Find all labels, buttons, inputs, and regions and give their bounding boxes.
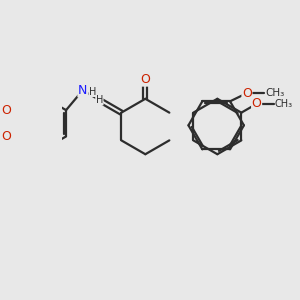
Text: H: H bbox=[89, 86, 96, 97]
Text: CH₃: CH₃ bbox=[265, 88, 284, 98]
Text: O: O bbox=[1, 103, 11, 117]
Text: H: H bbox=[96, 95, 103, 105]
Text: O: O bbox=[1, 130, 11, 143]
Text: O: O bbox=[252, 97, 262, 110]
Text: N: N bbox=[78, 84, 87, 97]
Text: O: O bbox=[140, 73, 150, 86]
Text: O: O bbox=[242, 87, 252, 100]
Text: CH₃: CH₃ bbox=[275, 99, 293, 109]
